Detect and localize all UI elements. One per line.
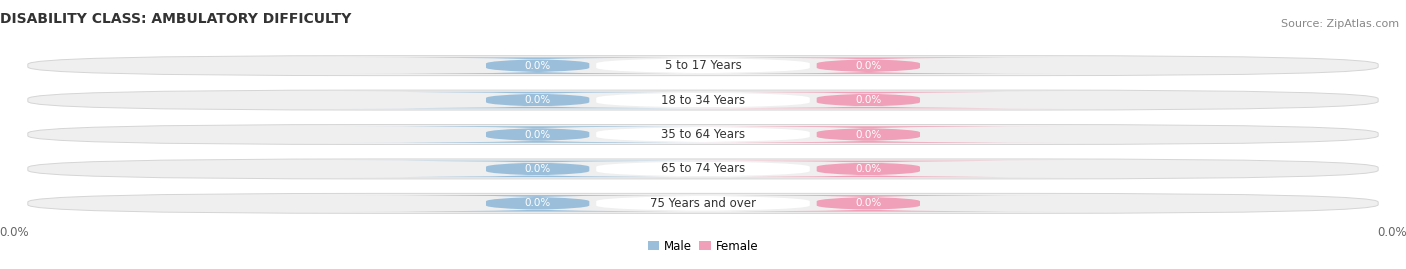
- FancyBboxPatch shape: [562, 195, 844, 212]
- FancyBboxPatch shape: [342, 126, 734, 143]
- Text: Source: ZipAtlas.com: Source: ZipAtlas.com: [1281, 19, 1399, 29]
- FancyBboxPatch shape: [28, 193, 1378, 213]
- Text: 0.0%: 0.0%: [524, 61, 551, 71]
- FancyBboxPatch shape: [562, 57, 844, 74]
- Text: 0.0%: 0.0%: [855, 129, 882, 140]
- Text: 0.0%: 0.0%: [855, 164, 882, 174]
- FancyBboxPatch shape: [28, 125, 1378, 144]
- Text: 0.0%: 0.0%: [855, 198, 882, 208]
- Text: 0.0%: 0.0%: [524, 129, 551, 140]
- FancyBboxPatch shape: [562, 126, 844, 143]
- FancyBboxPatch shape: [672, 92, 1064, 108]
- Text: 5 to 17 Years: 5 to 17 Years: [665, 59, 741, 72]
- FancyBboxPatch shape: [672, 195, 1064, 212]
- FancyBboxPatch shape: [342, 57, 734, 74]
- Text: DISABILITY CLASS: AMBULATORY DIFFICULTY: DISABILITY CLASS: AMBULATORY DIFFICULTY: [0, 12, 352, 26]
- Text: 0.0%: 0.0%: [524, 198, 551, 208]
- Text: 0.0%: 0.0%: [524, 95, 551, 105]
- FancyBboxPatch shape: [342, 92, 734, 108]
- Text: 35 to 64 Years: 35 to 64 Years: [661, 128, 745, 141]
- FancyBboxPatch shape: [28, 90, 1378, 110]
- FancyBboxPatch shape: [672, 57, 1064, 74]
- FancyBboxPatch shape: [672, 161, 1064, 177]
- FancyBboxPatch shape: [342, 195, 734, 212]
- FancyBboxPatch shape: [562, 92, 844, 108]
- Text: 0.0%: 0.0%: [855, 61, 882, 71]
- Text: 65 to 74 Years: 65 to 74 Years: [661, 162, 745, 175]
- Text: 18 to 34 Years: 18 to 34 Years: [661, 94, 745, 107]
- Text: 0.0%: 0.0%: [855, 95, 882, 105]
- Legend: Male, Female: Male, Female: [648, 240, 758, 253]
- FancyBboxPatch shape: [562, 161, 844, 177]
- Text: 75 Years and over: 75 Years and over: [650, 197, 756, 210]
- FancyBboxPatch shape: [672, 126, 1064, 143]
- Text: 0.0%: 0.0%: [524, 164, 551, 174]
- FancyBboxPatch shape: [28, 56, 1378, 76]
- FancyBboxPatch shape: [342, 161, 734, 177]
- FancyBboxPatch shape: [28, 159, 1378, 179]
